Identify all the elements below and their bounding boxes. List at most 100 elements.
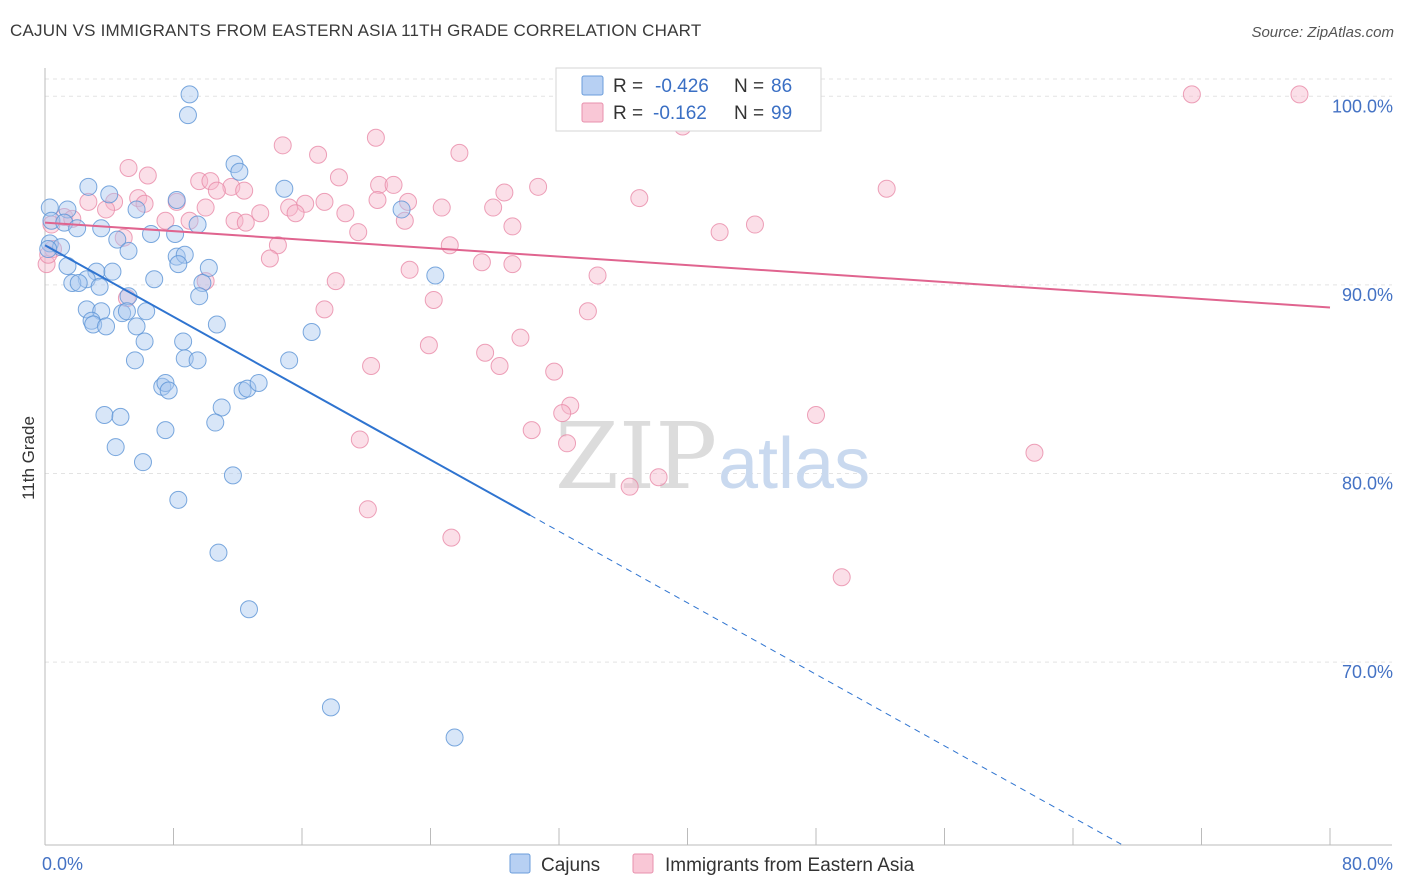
data-point-cajun [125, 351, 144, 370]
data-point-cajun [117, 302, 136, 321]
data-point-cajun [92, 219, 111, 238]
data-point-cajun [159, 381, 178, 400]
data-point-asia [370, 175, 389, 194]
top-legend: R = -0.426 N = 86 R = -0.162 N = 99 [555, 67, 822, 132]
data-point-asia [358, 500, 377, 519]
data-point-cajun [199, 258, 218, 277]
data-point-asia [395, 211, 414, 230]
data-point-asia [251, 204, 270, 223]
data-point-asia [37, 255, 56, 274]
data-point-cajun [68, 219, 87, 238]
data-point-asia [1182, 85, 1201, 104]
trend-line-cajun [44, 244, 531, 517]
data-point-asia [1025, 443, 1044, 462]
bottom-legend: Cajuns Immigrants from Eastern Asia [509, 853, 915, 876]
data-point-asia [156, 211, 175, 230]
data-point-asia [309, 145, 328, 164]
grid-lines [45, 78, 1392, 663]
data-point-cajun [135, 332, 154, 351]
data-point-cajun [137, 302, 156, 321]
data-point-asia [450, 143, 469, 162]
data-point-asia [484, 198, 503, 217]
data-point-asia [138, 166, 157, 185]
x-tick-label-max: 80.0% [1342, 854, 1393, 874]
data-point-cajun [209, 543, 228, 562]
data-point-cajun [97, 317, 116, 336]
data-point-cajun [180, 85, 199, 104]
data-point-asia [260, 249, 279, 268]
data-point-cajun [100, 185, 119, 204]
data-point-cajun [69, 273, 88, 292]
legend-swatch-cajun [581, 75, 604, 96]
data-point-asia [79, 192, 98, 211]
data-point-asia [286, 204, 305, 223]
data-point-asia [440, 236, 459, 255]
data-point-asia [201, 172, 220, 191]
bottom-legend-swatch-cajun [509, 853, 531, 874]
y-tick-label: 90.0% [1342, 285, 1393, 305]
data-point-cajun [145, 270, 164, 289]
data-point-asia [350, 430, 369, 449]
data-point-asia [511, 328, 530, 347]
axes [44, 68, 1392, 846]
data-point-cajun [188, 215, 207, 234]
data-point-asia [97, 200, 116, 219]
data-point-cajun [108, 230, 127, 249]
data-point-asia [472, 253, 491, 272]
data-point-asia [268, 236, 287, 255]
chart-source: Source: ZipAtlas.com [1251, 24, 1394, 41]
data-point-cajun [166, 224, 185, 243]
data-point-cajun [188, 351, 207, 370]
data-point-cajun [321, 698, 340, 717]
data-point-cajun [39, 240, 58, 259]
data-point-asia [366, 128, 385, 147]
data-point-asia [336, 204, 355, 223]
data-point-cajun [127, 317, 146, 336]
data-point-asia [503, 255, 522, 274]
data-point-asia [558, 434, 577, 453]
data-point-asia [588, 266, 607, 285]
data-point-asia [476, 343, 495, 362]
data-point-asia [225, 211, 244, 230]
data-point-asia [1290, 85, 1309, 104]
data-point-cajun [58, 200, 77, 219]
data-point-cajun [174, 332, 193, 351]
data-point-asia [399, 192, 418, 211]
bottom-legend-cajun: Cajuns [541, 855, 600, 876]
data-point-cajun [280, 351, 299, 370]
data-point-asia [495, 183, 514, 202]
data-point-asia [529, 177, 548, 196]
legend-n-value-asia: 99 [771, 103, 792, 124]
legend-r-label-asia: R = [613, 103, 643, 124]
trend-line-asia [44, 221, 1331, 309]
data-point-cajun [212, 398, 231, 417]
trend-line-cajun-extension [529, 514, 1122, 845]
data-point-cajun [133, 453, 152, 472]
data-point-cajun [207, 315, 226, 334]
data-point-cajun [178, 106, 197, 125]
data-point-asia [315, 192, 334, 211]
data-point-cajun [169, 255, 188, 274]
data-point-cajun [106, 438, 125, 457]
data-point-cajun [275, 179, 294, 198]
data-point-cajun [193, 273, 212, 292]
chart-title: CAJUN VS IMMIGRANTS FROM EASTERN ASIA 11… [10, 21, 702, 40]
watermark-atlas: atlas [718, 424, 870, 504]
data-point-asia [807, 406, 825, 425]
data-point-asia [503, 217, 522, 236]
data-point-asia [235, 181, 254, 200]
data-point-asia [196, 272, 215, 291]
legend-r-value-cajun: -0.426 [655, 76, 709, 97]
legend-n-label-cajun: N = [734, 76, 764, 97]
data-point-asia [362, 356, 381, 375]
data-point-cajun [167, 191, 186, 210]
data-point-cajun [103, 262, 122, 281]
y-tick-labels: 70.0% 80.0% 90.0% 100.0% [1332, 96, 1393, 682]
legend-r-label-cajun: R = [613, 76, 643, 97]
data-point-cajun [190, 287, 209, 306]
data-point-asia [273, 136, 292, 155]
x-tick-label-min: 0.0% [42, 854, 83, 874]
data-point-cajun [111, 407, 130, 426]
data-point-asia [400, 260, 419, 279]
data-point-asia [349, 223, 368, 242]
